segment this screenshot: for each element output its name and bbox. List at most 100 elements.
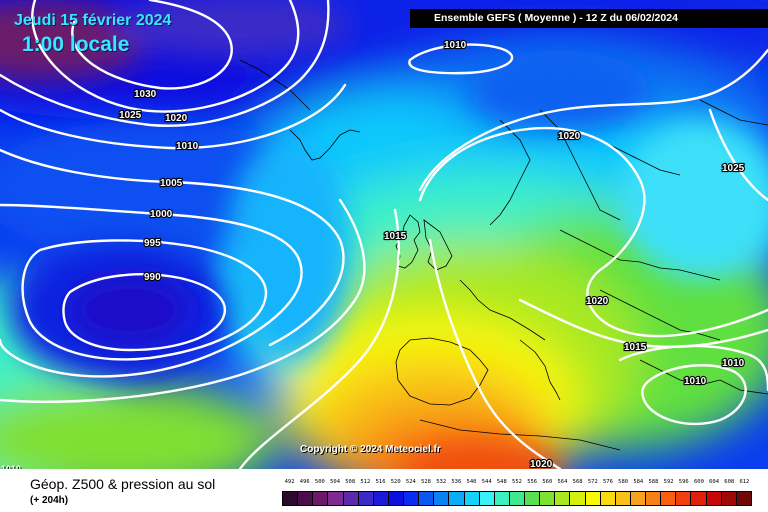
isobar-995: [21, 239, 268, 361]
isobar-1020-atlantic: [238, 208, 400, 469]
isobar-label-1010: 1010: [176, 141, 199, 152]
legend-swatch: [646, 492, 662, 505]
isobar-1025-east: [708, 108, 768, 202]
legend-value: 508: [345, 479, 356, 485]
legend-swatch: [706, 492, 722, 505]
legend-swatch: [570, 492, 586, 505]
legend-value: 532: [436, 479, 447, 485]
isobars: [0, 0, 768, 469]
isobar-1000: [0, 203, 303, 378]
isobar-label-1030: 1030: [134, 89, 157, 100]
legend-swatch: [615, 492, 631, 505]
isobar-label-1005: 1005: [160, 178, 183, 189]
color-legend: 492 496 500 504 508 512 516 520 524 528 532 536 540 5…: [282, 479, 752, 506]
legend-value: 528: [421, 479, 431, 485]
legend-value: 500: [314, 479, 325, 485]
forecast-step: (+ 204h): [30, 495, 69, 506]
legend-swatch: [736, 492, 751, 505]
legend-swatch: [540, 492, 556, 505]
legend-value: 560: [542, 479, 553, 485]
isobar-1030-loop: [71, 0, 233, 90]
isobar-label-1015-med: 1015: [624, 342, 647, 353]
isobar-label-1015-west: 1015: [384, 231, 407, 242]
forecast-local-time: 1:00 locale: [22, 33, 130, 56]
legend-labels: 492 496 500 504 508 512 516 520 524 528 532 536 540 5…: [282, 479, 752, 491]
chart-footer: Géop. Z500 & pression au sol (+ 204h) 49…: [0, 469, 768, 512]
isobar-label-1025: 1025: [119, 110, 142, 121]
legend-swatch: [313, 492, 329, 505]
forecast-date: Jeudi 15 février 2024: [14, 12, 172, 29]
legend-value: 572: [587, 479, 598, 485]
legend-swatch: [388, 492, 404, 505]
legend-swatch: [555, 492, 571, 505]
legend-value: 520: [390, 479, 401, 485]
legend-swatch: [373, 492, 389, 505]
legend-swatch: [721, 492, 737, 505]
legend-value: 588: [648, 479, 659, 485]
legend-value: 568: [572, 479, 583, 485]
legend-swatch: [419, 492, 435, 505]
legend-swatch: [434, 492, 450, 505]
isobar-990: [62, 273, 226, 352]
legend-swatch: [479, 492, 495, 505]
legend-value: 496: [299, 479, 310, 485]
legend-swatch: [328, 492, 344, 505]
isobar-1020-north: [418, 126, 768, 338]
isobar-1015-west: [0, 198, 366, 403]
legend-swatch: [525, 492, 541, 505]
legend-swatch: [691, 492, 707, 505]
legend-value: 564: [557, 479, 568, 485]
legend-value: 524: [405, 479, 416, 485]
legend-value: 516: [375, 479, 386, 485]
legend-value: 540: [466, 479, 477, 485]
legend-swatch: [494, 492, 510, 505]
isobar-label-1025-east: 1025: [722, 163, 745, 174]
geopotential-field: [0, 0, 768, 469]
copyright-notice: Copyright © 2024 Meteociel.fr: [300, 444, 441, 455]
legend-value: 600: [693, 479, 704, 485]
isobar-1015-med: [518, 298, 768, 349]
isobar-label-1010-med-low: 1010: [684, 376, 707, 387]
legend-value: 612: [739, 479, 750, 485]
isobar-1005: [0, 148, 345, 347]
legend-value: 592: [663, 479, 674, 485]
legend-swatch: [661, 492, 677, 505]
legend-value: 504: [330, 479, 341, 485]
isobar-1010-north: [0, 83, 347, 150]
isobar-1020: [0, 0, 330, 127]
legend-value: 604: [709, 479, 720, 485]
isobar-label-995: 995: [144, 238, 161, 249]
legend-swatch: [600, 492, 616, 505]
isobar-1025: [31, 0, 300, 113]
legend-value: 576: [602, 479, 613, 485]
isobar-labels: 1030 1025 1020 1010 1005 1000 995 990 10…: [118, 39, 746, 469]
legend-swatch: [585, 492, 601, 505]
legend-swatch: [343, 492, 359, 505]
legend-swatch: [298, 492, 314, 505]
legend-value: 556: [527, 479, 538, 485]
isobar-label-1020-central: 1020: [586, 296, 609, 307]
legend-value: 536: [451, 479, 462, 485]
legend-swatch: [630, 492, 646, 505]
legend-value: 552: [512, 479, 522, 485]
isobar-label-1010-med-east: 1010: [722, 358, 745, 369]
legend-swatch: [358, 492, 374, 505]
model-run-banner: Ensemble GEFS ( Moyenne ) - 12 Z du 06/0…: [410, 9, 768, 28]
legend-swatch: [676, 492, 692, 505]
map-canvas: 1030 1025 1020 1010 1005 1000 995 990 10…: [0, 0, 768, 469]
legend-value: 584: [633, 479, 644, 485]
isobar-1015-europe: [418, 48, 768, 192]
legend-value: 544: [481, 479, 492, 485]
isobar-1010-med: [641, 364, 747, 426]
legend-value: 608: [724, 479, 735, 485]
legend-swatch: [449, 492, 465, 505]
isobar-1020-south: [428, 238, 562, 469]
chart-title: Géop. Z500 & pression au sol: [30, 476, 216, 492]
legend-swatch: [283, 492, 299, 505]
legend-value: 548: [496, 479, 507, 485]
isobar-label-1010-north: 1010: [444, 40, 467, 51]
isobar-1010-med-outer: [618, 344, 768, 392]
isobar-label-1000: 1000: [150, 209, 173, 220]
legend-value: 580: [618, 479, 629, 485]
